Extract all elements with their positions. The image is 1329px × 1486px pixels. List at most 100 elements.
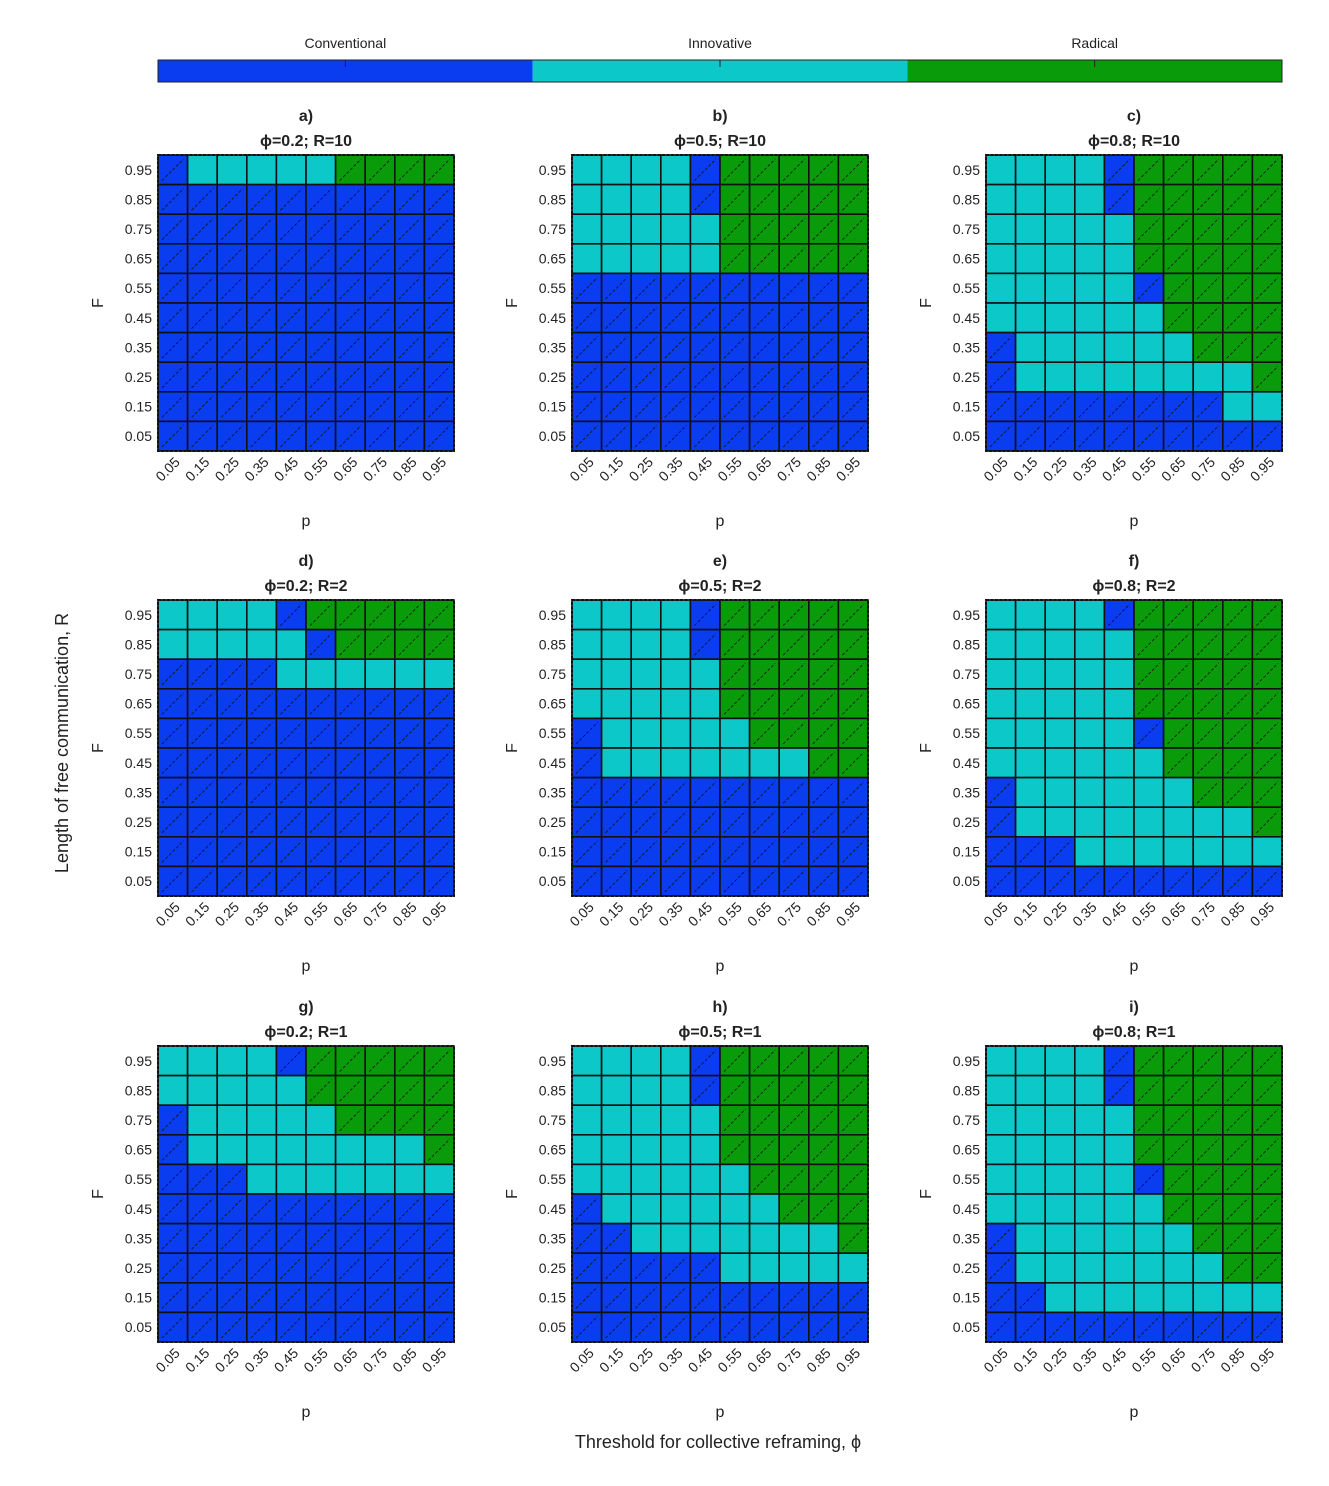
y-tick-label: 0.05 xyxy=(125,428,152,444)
y-tick-label: 0.45 xyxy=(953,755,980,771)
cell-hatch xyxy=(398,1108,421,1132)
cell-hatch xyxy=(1137,633,1160,656)
heatmap-cell xyxy=(1044,658,1076,690)
heatmap-cell xyxy=(600,628,632,660)
cell-hatch xyxy=(428,336,451,359)
x-tick-label: 0.15 xyxy=(596,899,627,930)
y-axis-label: F xyxy=(918,743,935,753)
heatmap-cell xyxy=(1133,1252,1165,1284)
cell-hatch xyxy=(694,365,717,389)
y-axis-label: F xyxy=(90,1189,107,1199)
panel-title: ϕ=0.5; R=10 xyxy=(674,133,766,150)
cell-hatch xyxy=(161,306,184,329)
heatmap-cell xyxy=(275,1104,307,1136)
cell-hatch xyxy=(428,1227,451,1250)
cell-hatch xyxy=(812,336,835,359)
heatmap-cell xyxy=(689,1104,721,1136)
cell-hatch xyxy=(812,395,835,418)
y-axis-label: F xyxy=(504,743,521,753)
x-tick-label: 0.25 xyxy=(212,454,243,485)
panel-letter: i) xyxy=(1129,999,1139,1016)
cell-hatch xyxy=(634,336,658,359)
heatmap-cell xyxy=(1103,687,1135,720)
heatmap-cell xyxy=(216,1104,248,1136)
heatmap-cell xyxy=(1014,1163,1046,1195)
cell-hatch xyxy=(398,336,421,359)
cell-hatch xyxy=(634,1316,658,1339)
heatmap-cell xyxy=(689,1222,721,1254)
x-tick-label: 0.05 xyxy=(152,1345,183,1376)
cell-hatch xyxy=(782,810,806,834)
cell-hatch xyxy=(398,1049,421,1072)
cell-hatch xyxy=(1048,395,1072,418)
panel-letter: c) xyxy=(1127,108,1141,125)
cell-hatch xyxy=(1167,395,1190,418)
heatmap-cell xyxy=(985,154,1017,186)
cell-hatch xyxy=(782,1286,806,1309)
cell-hatch xyxy=(989,840,1012,863)
heatmap-cell xyxy=(689,243,721,275)
cell-hatch xyxy=(368,781,392,804)
cell-hatch xyxy=(368,1227,392,1250)
heatmap-cell xyxy=(1014,272,1046,304)
heatmap-cell xyxy=(659,628,692,660)
cell-hatch xyxy=(191,1256,214,1280)
heatmap-cell xyxy=(1074,154,1106,186)
heatmap-cell xyxy=(1074,687,1106,720)
cell-hatch xyxy=(220,217,244,241)
heatmap-cell xyxy=(1103,331,1135,364)
heatmap-cell xyxy=(571,243,603,275)
cell-hatch xyxy=(812,1197,835,1220)
cell-hatch xyxy=(812,633,835,656)
cell-hatch xyxy=(191,336,214,359)
cell-hatch xyxy=(575,306,598,329)
heatmap-cell xyxy=(1103,806,1135,838)
cell-hatch xyxy=(605,810,628,834)
cell-hatch xyxy=(220,336,244,359)
heatmap-cell xyxy=(1074,272,1106,304)
cell-hatch xyxy=(398,810,421,834)
cell-hatch xyxy=(753,810,776,834)
x-tick-label: 0.25 xyxy=(1040,454,1071,485)
cell-hatch xyxy=(220,692,244,715)
heatmap-cell xyxy=(1251,390,1283,423)
cell-hatch xyxy=(161,1286,184,1309)
heatmap-cell xyxy=(186,628,219,660)
panels-grid: a)ϕ=0.2; R=100.950.850.750.650.550.450.3… xyxy=(90,108,1283,1421)
colorbar-label-radical: Radical xyxy=(1071,35,1118,51)
cell-hatch xyxy=(1167,158,1190,181)
cell-hatch xyxy=(368,365,392,389)
x-axis-label: p xyxy=(302,958,311,975)
heatmap-cell xyxy=(630,183,662,216)
x-tick-label: 0.85 xyxy=(389,899,420,930)
cell-hatch xyxy=(1196,158,1220,181)
cell-hatch xyxy=(1256,158,1279,181)
x-tick-label: 0.15 xyxy=(182,1345,213,1376)
heatmap-cell xyxy=(630,1163,662,1195)
panel-letter: e) xyxy=(713,553,727,570)
heatmap-cell xyxy=(985,213,1017,245)
y-tick-label: 0.25 xyxy=(125,814,152,830)
cell-hatch xyxy=(428,365,451,389)
cell-hatch xyxy=(753,1168,776,1191)
x-tick-label: 0.15 xyxy=(596,1345,627,1376)
x-tick-label: 0.85 xyxy=(803,454,834,485)
heatmap-cell xyxy=(1133,1222,1165,1254)
heatmap-cell xyxy=(748,1222,780,1254)
cell-hatch xyxy=(1226,336,1249,359)
x-tick-label: 0.45 xyxy=(271,454,302,485)
panel-frame xyxy=(157,1045,455,1343)
y-tick-label: 0.65 xyxy=(953,1142,980,1158)
cell-hatch xyxy=(161,870,184,893)
cell-hatch xyxy=(398,751,421,774)
heatmap-cell xyxy=(1044,1134,1076,1166)
heatmap-cell xyxy=(600,183,632,216)
x-tick-label: 0.95 xyxy=(833,454,864,485)
cell-hatch xyxy=(1167,1108,1190,1132)
y-tick-label: 0.55 xyxy=(953,725,980,741)
cell-hatch xyxy=(280,188,303,211)
heatmap-cell xyxy=(1014,776,1046,808)
heatmap-cell xyxy=(1014,154,1046,186)
heatmap-cell xyxy=(186,1104,219,1136)
heatmap-cell xyxy=(659,687,692,720)
